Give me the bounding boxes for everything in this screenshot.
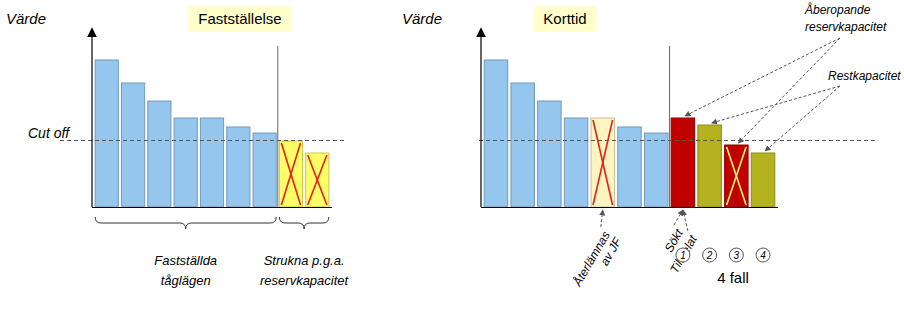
svg-text:Tilldelat: Tilldelat	[667, 232, 700, 275]
svg-text:Sökt: Sökt	[662, 226, 686, 254]
svg-text:1: 1	[680, 250, 686, 261]
svg-text:tåglägen: tåglägen	[161, 273, 211, 288]
svg-text:Cut off: Cut off	[28, 125, 71, 141]
svg-text:Restkapacitet: Restkapacitet	[828, 69, 901, 83]
svg-text:4 fall: 4 fall	[717, 269, 749, 286]
svg-text:Korttid: Korttid	[543, 10, 586, 27]
svg-text:Åberopande: Åberopande	[804, 2, 871, 17]
svg-text:Värde: Värde	[6, 10, 46, 27]
svg-text:Värde: Värde	[402, 10, 442, 27]
svg-text:3: 3	[734, 250, 740, 261]
svg-text:2: 2	[706, 250, 713, 261]
svg-text:Fastställda: Fastställda	[154, 253, 217, 268]
svg-text:reservkapacitet: reservkapacitet	[260, 273, 350, 288]
svg-text:Återlämnasav JF: Återlämnasav JF	[569, 228, 625, 296]
svg-text:Strukna p.g.a.: Strukna p.g.a.	[264, 253, 345, 268]
svg-text:4: 4	[760, 250, 766, 261]
svg-text:reservkapacitet: reservkapacitet	[805, 20, 887, 34]
svg-text:Fastställelse: Fastställelse	[198, 10, 281, 27]
